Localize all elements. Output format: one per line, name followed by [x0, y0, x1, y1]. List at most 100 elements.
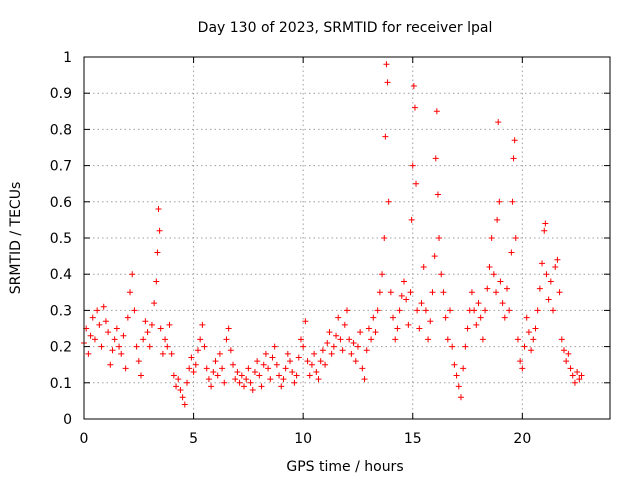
data-point	[155, 206, 162, 213]
data-point	[420, 263, 427, 270]
data-points	[81, 61, 585, 408]
data-point	[156, 227, 163, 234]
data-point	[201, 343, 208, 350]
data-point	[574, 368, 581, 375]
data-point	[287, 358, 294, 365]
data-point	[89, 314, 96, 321]
data-point	[394, 325, 401, 332]
data-point	[494, 216, 501, 223]
data-point	[297, 336, 304, 343]
data-point	[127, 289, 134, 296]
data-point	[219, 365, 226, 372]
data-point	[129, 271, 136, 278]
data-point	[238, 372, 245, 379]
y-tick-label: 0.3	[50, 303, 72, 319]
y-tick-label: 0.2	[50, 340, 72, 356]
gridlines	[84, 57, 610, 419]
data-point	[223, 336, 230, 343]
data-point	[501, 314, 508, 321]
data-point	[153, 278, 160, 285]
data-point	[414, 307, 421, 314]
data-point	[444, 336, 451, 343]
data-point	[442, 314, 449, 321]
data-point	[120, 332, 127, 339]
data-point	[282, 365, 289, 372]
data-point	[188, 354, 195, 361]
data-point	[403, 296, 410, 303]
data-point	[319, 347, 326, 354]
data-point	[490, 271, 497, 278]
data-point	[422, 307, 429, 314]
data-point	[225, 325, 232, 332]
data-point	[251, 368, 258, 375]
data-point	[511, 137, 518, 144]
data-point	[300, 343, 307, 350]
data-point	[392, 336, 399, 343]
data-point	[407, 289, 414, 296]
data-point	[473, 321, 480, 328]
data-point	[326, 329, 333, 336]
data-point	[262, 350, 269, 357]
data-point	[519, 365, 526, 372]
data-point	[105, 329, 112, 336]
data-point	[436, 235, 443, 241]
data-point	[433, 108, 440, 115]
data-point	[295, 354, 302, 361]
data-point	[337, 336, 344, 343]
data-point	[542, 220, 549, 227]
data-point	[247, 379, 254, 386]
data-point	[532, 325, 539, 332]
data-point	[571, 379, 578, 386]
data-point	[144, 329, 151, 336]
data-point	[495, 119, 502, 126]
data-point	[258, 383, 265, 390]
data-point	[449, 343, 456, 350]
data-point	[410, 82, 417, 89]
data-point	[385, 198, 392, 205]
data-point	[370, 314, 377, 321]
data-point	[431, 253, 438, 260]
data-point	[306, 372, 313, 379]
y-tick-labels: 0 0.1 0.2 0.3 0.4 0.5 0.6 0.7 0.8 0.9 1	[50, 50, 72, 428]
data-point	[192, 361, 199, 368]
data-point	[525, 329, 532, 336]
data-point	[284, 350, 291, 357]
data-point	[308, 361, 315, 368]
data-point	[205, 376, 212, 383]
data-point	[368, 336, 375, 343]
y-tick-label: 0.6	[50, 195, 72, 211]
data-point	[333, 332, 340, 339]
data-point	[276, 372, 283, 379]
data-point	[142, 318, 149, 325]
data-point	[317, 358, 324, 365]
y-tick-label: 0.5	[50, 231, 72, 247]
data-point	[344, 307, 350, 314]
data-point	[348, 350, 355, 357]
data-point	[565, 350, 572, 357]
data-point	[100, 303, 107, 310]
data-point	[508, 249, 515, 256]
data-point	[398, 292, 405, 299]
data-point	[413, 180, 420, 187]
data-point	[140, 336, 147, 343]
y-tick-label: 0.4	[50, 267, 72, 283]
data-point	[302, 318, 309, 325]
data-point	[453, 372, 460, 379]
data-point	[330, 343, 337, 350]
data-point	[545, 296, 552, 303]
data-point	[328, 350, 335, 357]
data-point	[503, 285, 510, 292]
data-point	[131, 307, 138, 314]
data-point	[157, 325, 164, 332]
data-point	[536, 285, 543, 292]
data-point	[512, 235, 519, 241]
data-point	[293, 372, 300, 379]
data-point	[390, 314, 397, 321]
data-point	[429, 289, 436, 296]
data-point	[405, 321, 412, 328]
data-point	[554, 256, 561, 263]
data-point	[379, 271, 386, 278]
data-point	[94, 307, 101, 314]
data-point	[381, 235, 388, 241]
